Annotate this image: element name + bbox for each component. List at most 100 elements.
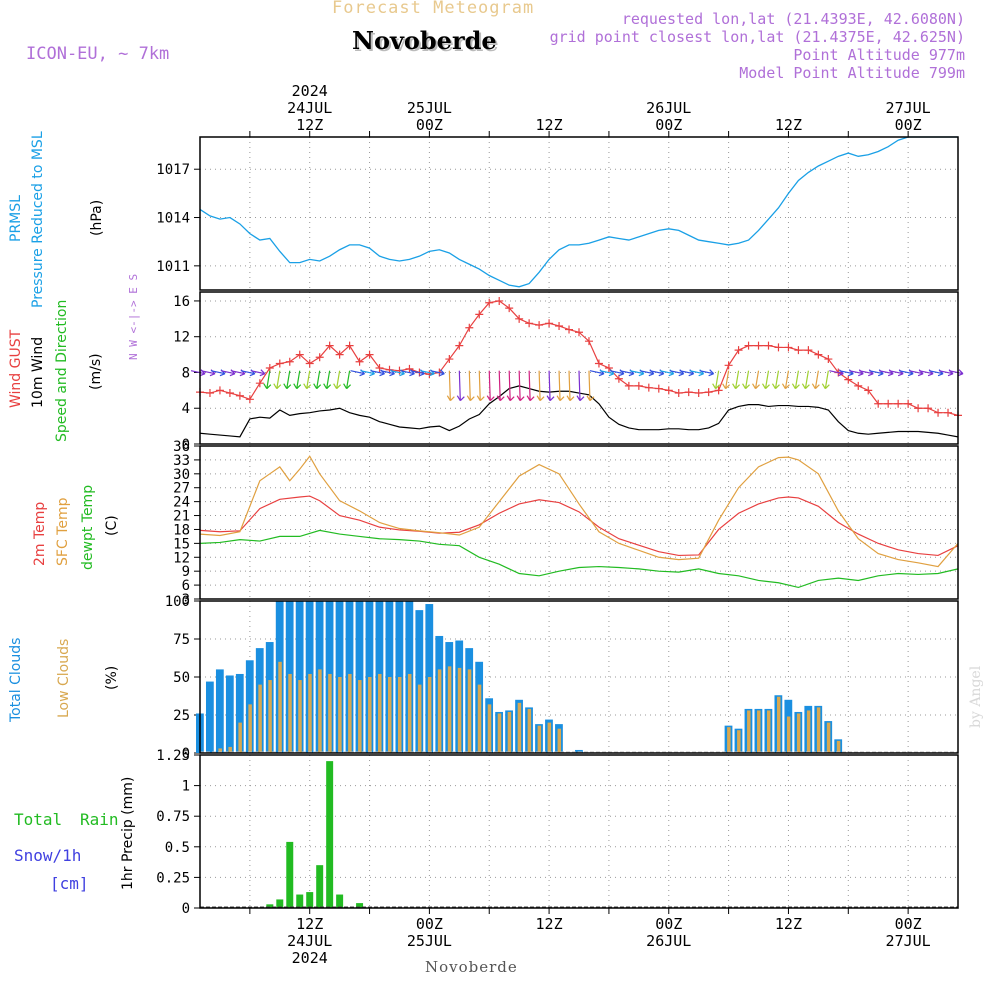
low-cloud-bar [747,710,751,753]
rain-bar [296,894,304,908]
gust-marker [814,350,823,359]
compass-legend: N W <-|-> E S [127,273,140,360]
wind-tick-label: 0 [182,437,190,453]
temp-tick-label: 15 [173,536,190,552]
panel-frame-2 [199,445,959,600]
wind-direction-arrow [771,370,780,390]
wind-direction-arrow [761,370,770,390]
gust-marker [744,341,753,350]
low-cloud-bar [826,722,831,753]
low-cloud-bar [407,673,412,753]
low-cloud-bar [796,713,801,753]
gust-marker [285,357,294,366]
clouds-tick-label: 50 [173,670,190,686]
total-cloud-bar [235,673,244,753]
low-cloud-bar [278,661,282,753]
gust-marker [365,350,374,359]
wind-direction-arrow [546,370,555,402]
low-cloud-bar [547,722,552,753]
gust-marker [714,386,723,395]
low-cloud-bar [477,684,482,753]
gust-marker [455,341,464,350]
gust-marker [345,341,354,350]
sfc-temp-line [199,455,959,568]
station-name: Novoberde [352,26,497,55]
gust-marker [325,341,334,350]
snow-legend: Snow/1h [14,846,82,865]
top-time-label: 25JUL [407,99,452,117]
top-time-label: 2024 [292,82,328,100]
wind-direction-arrow [263,370,272,390]
gust-marker [614,374,623,383]
wind-direction-arrow [586,370,595,402]
gust-marker [305,359,314,368]
low-cloud-bar [298,680,302,753]
gust-marker [624,381,633,390]
wind-tick-label: 4 [182,401,190,417]
wind-direction-arrow [303,370,312,390]
wind-direction-arrow [293,370,302,390]
rain-bar [276,899,284,908]
rain-bar [356,903,364,908]
pressure-tick-label: 1011 [156,259,190,275]
top-time-label: 24JUL [287,99,332,117]
low-cloud-bar [786,716,791,753]
temp-tick-label: 36 [173,439,190,455]
gust-marker [704,388,713,397]
low-cloud-bar [268,680,272,753]
low-cloud-bar [258,684,262,753]
sfc-temp-label: SFC Temp [55,497,71,566]
low-cloud-bar [218,748,222,753]
low-cloud-bar [338,677,342,753]
wind-direction-arrow [526,370,535,402]
low-cloud-bar [417,684,422,753]
wind-direction-arrow [506,370,515,402]
bottom-time-label: 26JUL [646,932,691,950]
precip-tick-label: 0.25 [156,870,190,886]
low-cloud-bar [358,680,362,753]
model-altitude: Model Point Altitude 799m [739,64,965,82]
gust-marker [565,325,574,334]
gust-marker [215,386,224,395]
wind-direction-arrow [732,370,741,390]
gust-marker [904,399,913,408]
gust-marker [724,361,733,370]
low-cloud-bar [447,666,452,753]
requested-coordinates: requested lon,lat (21.4393E, 42.6080N) [621,10,965,28]
gust-marker [235,391,244,400]
wind-direction-arrow [781,370,790,390]
temp2m-label: 2m Temp [32,501,48,566]
gust-marker [515,314,524,323]
panel-frame-3 [199,600,959,754]
gust-marker [375,364,384,372]
model-name: ICON-EU, ~ 7km [26,44,170,64]
low-cloud-bar [517,702,522,753]
wind-direction-arrow [556,370,565,402]
temp-tick-label: 21 [173,509,190,525]
bottom-time-label: 27JUL [886,932,931,950]
gust-marker [575,328,583,337]
gust-marker [674,389,683,398]
wind-direction-arrow [273,370,282,390]
wind-direction-arrow [536,370,545,402]
low-cloud-bar [497,713,502,753]
gust-marker [894,399,903,408]
gust-marker [654,384,663,393]
wind-direction-arrow [811,370,820,390]
wind-direction-arrow [250,369,266,377]
footer-station: Novoberde [425,958,518,976]
gust-marker [485,298,494,307]
dewpt-line [199,529,959,589]
temp-tick-label: 6 [182,578,190,594]
low-cloud-bar [537,725,542,753]
meteogram-title: Forecast Meteogram [332,0,535,18]
low-cloud-bar [238,722,242,753]
wind-direction-arrow [430,369,445,377]
gust-marker [275,359,284,368]
bottom-time-label: 12Z [296,915,323,933]
pressure-label-short: PRMSL [8,195,24,242]
wind-label: 10m Wind [30,336,46,408]
precip-tick-label: 0.75 [156,809,190,825]
low-cloud-bar [427,677,432,753]
bottom-time-label: 00Z [655,915,682,933]
